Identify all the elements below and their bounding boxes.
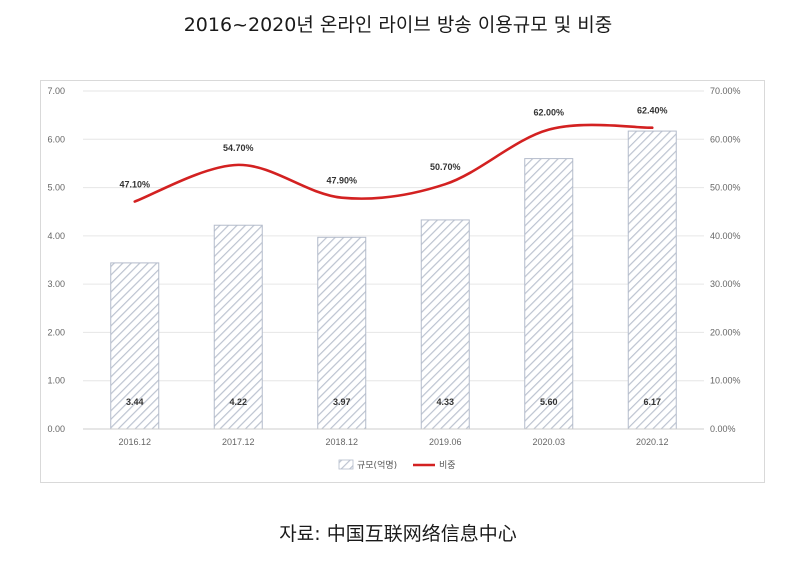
- share-line: [133, 123, 654, 203]
- x-tick-label: 2016.12: [118, 437, 151, 447]
- legend-line-label: 비중: [439, 460, 456, 471]
- bar-value-label: 4.22: [229, 397, 247, 407]
- y-left-tick-label: 4.00: [47, 231, 65, 241]
- y-right-tick-label: 0.00%: [710, 424, 736, 434]
- y-left-tick-label: 1.00: [47, 376, 65, 386]
- chart-frame: 0.00 1.00 2.00 3.00 4.00 5.00 6.00 7.00 0.00% 10.…: [40, 80, 765, 483]
- combo-chart: 0.00 1.00 2.00 3.00 4.00 5.00 6.00 7.00 0.00% 10.…: [47, 86, 741, 471]
- bar-value-label: 5.60: [540, 397, 558, 407]
- line-value-label: 62.40%: [637, 106, 668, 116]
- bar-value-label: 3.97: [333, 397, 351, 407]
- x-tick-label: 2018.12: [325, 437, 358, 447]
- bar-value-label: 4.33: [436, 397, 454, 407]
- y-left-tick-label: 3.00: [47, 279, 65, 289]
- line-value-label: 54.70%: [223, 143, 254, 153]
- line-value-label: 62.00%: [533, 108, 564, 118]
- legend-bar-swatch: [338, 459, 354, 470]
- y-left-tick-label: 7.00: [47, 86, 65, 96]
- x-tick-label: 2017.12: [222, 437, 255, 447]
- y-left-tick-label: 5.00: [47, 183, 65, 193]
- bar: [524, 158, 574, 430]
- y-right-tick-label: 10.00%: [710, 376, 741, 386]
- y-left-tick-label: 2.00: [47, 327, 65, 337]
- source-note: 자료: 中国互联网络信息中心: [279, 523, 517, 545]
- y-right-tick-label: 70.00%: [710, 86, 741, 96]
- y-left-tick-label: 6.00: [47, 134, 65, 144]
- x-tick-label: 2020.12: [636, 437, 669, 447]
- bar: [317, 236, 367, 430]
- bar-value-label: 6.17: [643, 397, 661, 407]
- legend-bar-label: 규모(억명): [357, 459, 397, 471]
- y-right-tick-label: 20.00%: [710, 327, 741, 337]
- y-left-tick-label: 0.00: [47, 424, 65, 434]
- bar: [627, 130, 677, 430]
- y-right-tick-label: 60.00%: [710, 134, 741, 144]
- line-value-label: 47.90%: [326, 176, 357, 186]
- line-value-label: 47.10%: [119, 180, 150, 190]
- bar: [110, 262, 160, 430]
- y-right-tick-label: 30.00%: [710, 279, 741, 289]
- x-tick-label: 2019.06: [429, 437, 462, 447]
- y-right-tick-label: 50.00%: [710, 183, 741, 193]
- bar: [420, 219, 470, 430]
- line-value-label: 50.70%: [430, 162, 461, 172]
- bar-value-label: 3.44: [126, 397, 144, 407]
- chart-title: 2016~2020년 온라인 라이브 방송 이용규모 및 비중: [183, 14, 613, 36]
- x-tick-label: 2020.03: [532, 437, 565, 447]
- y-right-tick-label: 40.00%: [710, 231, 741, 241]
- bar: [213, 224, 263, 430]
